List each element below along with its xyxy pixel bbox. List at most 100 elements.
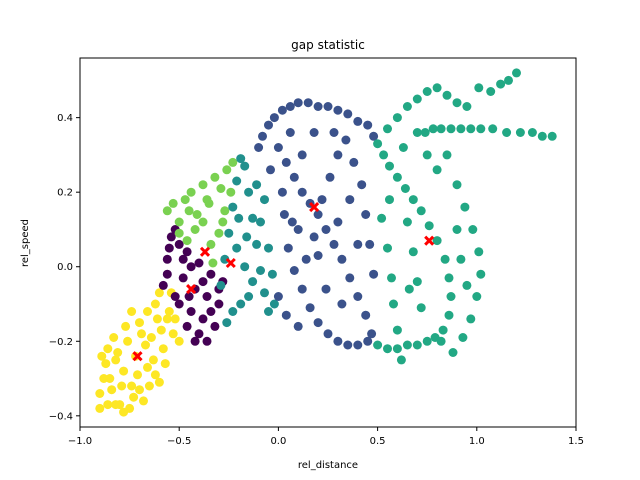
centroid-marker bbox=[424, 235, 435, 246]
data-point bbox=[143, 307, 152, 316]
data-point bbox=[202, 336, 212, 346]
centroids-layer bbox=[132, 202, 435, 362]
data-point bbox=[412, 340, 422, 350]
data-point bbox=[363, 336, 373, 346]
data-point bbox=[121, 321, 131, 331]
x-axis-label: rel_distance bbox=[298, 460, 358, 471]
data-point bbox=[123, 336, 133, 346]
data-point bbox=[254, 143, 264, 152]
data-point bbox=[432, 165, 442, 175]
data-point bbox=[305, 303, 315, 313]
data-point bbox=[190, 225, 200, 234]
centroid-marker bbox=[225, 257, 236, 269]
centroid-marker bbox=[186, 284, 197, 295]
data-point bbox=[325, 172, 335, 182]
data-point bbox=[486, 87, 496, 96]
data-point bbox=[432, 236, 442, 246]
data-point bbox=[150, 299, 160, 309]
data-point bbox=[198, 314, 208, 324]
data-point bbox=[198, 277, 208, 287]
data-point bbox=[462, 102, 472, 111]
data-point bbox=[474, 83, 484, 93]
data-point bbox=[385, 161, 394, 171]
data-point bbox=[402, 340, 412, 350]
data-point bbox=[396, 355, 406, 365]
data-point bbox=[416, 303, 426, 313]
data-point bbox=[293, 225, 303, 234]
data-point bbox=[264, 307, 273, 316]
data-point bbox=[158, 280, 168, 290]
data-point bbox=[182, 236, 192, 246]
data-point bbox=[353, 292, 363, 301]
data-point bbox=[442, 90, 452, 100]
data-point bbox=[329, 128, 339, 137]
data-point bbox=[206, 239, 216, 249]
data-point bbox=[174, 336, 184, 346]
data-point bbox=[198, 180, 208, 190]
data-point bbox=[345, 273, 355, 283]
data-point bbox=[297, 284, 307, 294]
data-point bbox=[210, 172, 220, 182]
data-point bbox=[105, 374, 115, 383]
data-point bbox=[228, 202, 238, 212]
data-point bbox=[256, 266, 265, 275]
data-point bbox=[408, 195, 418, 205]
data-point bbox=[287, 217, 297, 227]
data-point bbox=[301, 254, 311, 264]
data-point bbox=[297, 187, 307, 197]
data-point bbox=[258, 131, 267, 141]
data-point bbox=[420, 128, 430, 137]
data-point bbox=[178, 254, 188, 264]
data-point bbox=[329, 239, 339, 249]
data-point bbox=[164, 243, 174, 253]
data-point bbox=[345, 195, 355, 205]
data-point bbox=[422, 336, 432, 346]
data-point bbox=[303, 98, 313, 108]
data-point bbox=[462, 280, 472, 290]
data-point bbox=[202, 195, 212, 205]
data-point bbox=[412, 94, 422, 104]
data-point bbox=[156, 325, 166, 335]
data-point bbox=[148, 355, 158, 365]
data-point bbox=[504, 75, 513, 85]
data-point bbox=[95, 403, 105, 413]
data-point bbox=[333, 105, 343, 115]
data-point bbox=[186, 307, 196, 316]
data-point bbox=[242, 232, 252, 242]
data-point bbox=[349, 157, 359, 167]
data-point bbox=[162, 206, 172, 216]
x-tick-label: −0.5 bbox=[167, 436, 191, 447]
data-point bbox=[273, 143, 283, 152]
data-point bbox=[154, 288, 164, 298]
data-point bbox=[440, 254, 450, 264]
data-point bbox=[283, 243, 293, 253]
data-point bbox=[400, 184, 410, 193]
data-point bbox=[162, 254, 172, 264]
data-point bbox=[228, 307, 238, 316]
data-point bbox=[361, 210, 371, 219]
data-point bbox=[389, 299, 398, 309]
y-tick-label: 0.2 bbox=[57, 188, 73, 199]
data-point bbox=[216, 184, 226, 193]
data-point bbox=[363, 120, 373, 130]
data-point bbox=[323, 102, 333, 111]
data-point bbox=[448, 348, 458, 357]
data-point bbox=[343, 109, 353, 119]
data-point bbox=[416, 206, 426, 216]
data-point bbox=[260, 195, 269, 205]
data-point bbox=[137, 329, 146, 339]
data-point bbox=[222, 318, 232, 328]
data-point bbox=[369, 131, 379, 141]
data-point bbox=[279, 210, 289, 219]
data-point bbox=[367, 329, 377, 339]
data-point bbox=[502, 128, 512, 137]
data-point bbox=[515, 128, 525, 137]
data-point bbox=[436, 124, 446, 134]
data-point bbox=[438, 325, 448, 335]
data-point bbox=[289, 266, 299, 275]
data-point bbox=[361, 310, 371, 320]
data-point bbox=[432, 83, 442, 93]
data-point bbox=[192, 210, 202, 219]
